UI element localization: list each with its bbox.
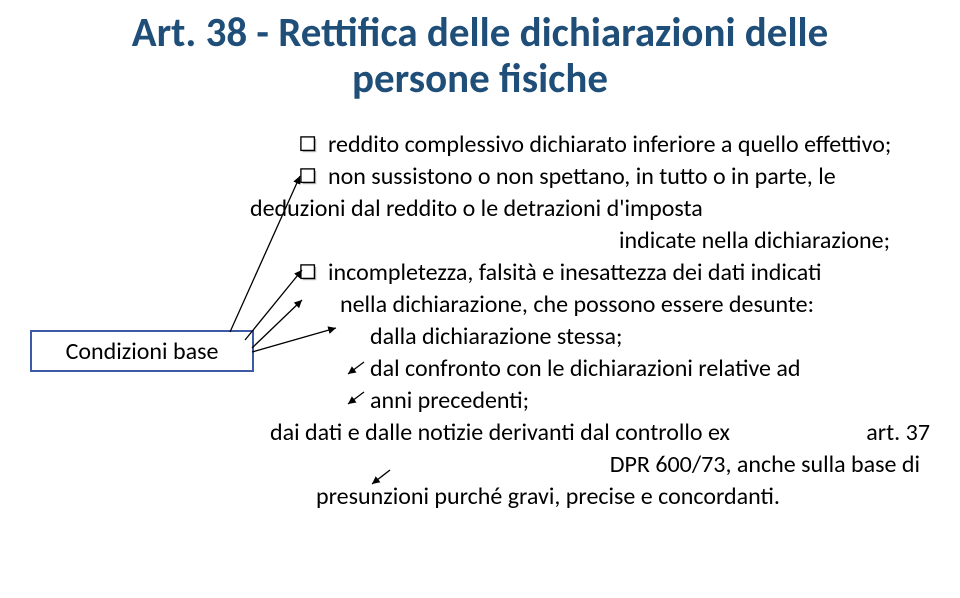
body-text: reddito complessivo dichiarato inferiore… <box>300 130 930 514</box>
sub-2-text-1: dal confronto con le dichiarazioni relat… <box>370 354 801 384</box>
sub-1-text: dalla dichiarazione stessa; <box>370 322 622 352</box>
sub-3-text-2: DPR 600/73, anche sulla base di <box>610 450 920 480</box>
condizioni-box: Condizioni base <box>30 330 254 372</box>
bullet-1-text: reddito complessivo dichiarato inferiore… <box>328 130 930 160</box>
condizioni-label: Condizioni base <box>66 337 219 366</box>
bullet-3-text-2: nella dichiarazione, che possono essere … <box>340 290 814 320</box>
sub-2-text-2: anni precedenti; <box>370 386 529 416</box>
sub-3-line2: DPR 600/73, anche sulla base di <box>300 450 930 480</box>
sub-3-text-3: presunzioni purché gravi, precise e conc… <box>316 482 780 512</box>
bullet-2-text-1: non sussistono o non spettano, in tutto … <box>328 162 930 192</box>
bullet-2-text-3: indicate nella dichiarazione; <box>619 226 890 256</box>
title-line-2: persone fisiche <box>0 58 960 101</box>
title-line-1: Art. 38 - Rettifica delle dichiarazioni … <box>0 12 960 55</box>
bullet-3-line2: nella dichiarazione, che possono essere … <box>340 290 930 320</box>
bullet-2-line3: indicate nella dichiarazione; <box>300 226 930 256</box>
bullet-3-text-1: incompletezza, falsità e inesattezza dei… <box>328 258 930 288</box>
bullet-2-line2: deduzioni dal reddito o le detrazioni d'… <box>250 194 930 224</box>
bullet-2-line1: non sussistono o non spettano, in tutto … <box>300 162 930 192</box>
sub-3-text-1a: dai dati e dalle notizie derivanti dal c… <box>270 418 730 448</box>
sub-2-line1: dal confronto con le dichiarazioni relat… <box>370 354 930 384</box>
sub-2-line2: anni precedenti; <box>370 386 930 416</box>
checkbox-icon <box>300 136 318 154</box>
checkbox-icon <box>300 168 318 186</box>
bullet-3-line1: incompletezza, falsità e inesattezza dei… <box>300 258 930 288</box>
sub-1: dalla dichiarazione stessa; <box>370 322 930 352</box>
sub-3-line1: dai dati e dalle notizie derivanti dal c… <box>270 418 930 448</box>
checkbox-icon <box>300 264 318 282</box>
sub-3-line3: presunzioni purché gravi, precise e conc… <box>316 482 930 512</box>
bullet-1: reddito complessivo dichiarato inferiore… <box>300 130 930 160</box>
slide: Art. 38 - Rettifica delle dichiarazioni … <box>0 0 960 598</box>
bullet-2-text-2: deduzioni dal reddito o le detrazioni d'… <box>250 194 930 224</box>
sub-3-text-1b: art. 37 <box>866 418 930 448</box>
